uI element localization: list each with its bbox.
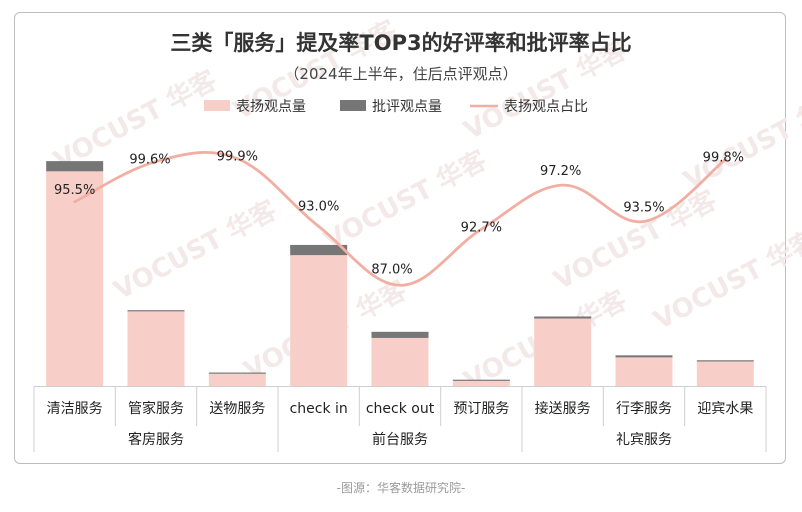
x-tick-label: check in: [290, 401, 348, 417]
line-data-label: 93.0%: [298, 199, 339, 214]
bar-criticism: [534, 316, 592, 319]
line-data-label: 99.6%: [129, 153, 170, 168]
legend: 表扬观点量 批评观点量 表扬观点占比: [204, 99, 588, 115]
bar-praise: [208, 373, 266, 386]
line-data-label: 97.2%: [540, 164, 581, 179]
watermark-text: VOCUST 华客: [679, 84, 802, 196]
x-tick-label: 管家服务: [128, 400, 184, 417]
line-layer: 95.5% 99.6% 99.9% 93.0% 87.0% 92.7% 97.2% 93.5%…: [54, 150, 744, 287]
line-data-label: 93.5%: [623, 200, 664, 215]
bar-praise: [290, 255, 348, 386]
x-tick-label: check out: [366, 401, 435, 417]
watermark-text: VOCUST 华客: [649, 224, 802, 336]
legend-swatch: [340, 100, 366, 111]
line-data-label: 95.5%: [54, 183, 95, 198]
line-data-label: 99.8%: [703, 151, 744, 166]
bar-praise: [46, 171, 104, 386]
legend-label: 表扬观点量: [236, 99, 306, 115]
x-tick-label: 迎宾水果: [697, 401, 753, 417]
x-group-label: 礼宾服务: [616, 432, 672, 448]
x-group-label: 客房服务: [128, 431, 184, 448]
bar-layer: [46, 161, 754, 386]
x-tick-label: 送物服务: [209, 401, 265, 417]
bar-criticism: [208, 372, 266, 374]
chart-subtitle: （2024年上半年，住后点评观点）: [284, 65, 517, 83]
source-note: -图源：华客数据研究院-: [336, 481, 466, 495]
legend-swatch: [204, 100, 230, 111]
line-data-label: 99.9%: [217, 150, 258, 165]
bar-criticism: [615, 355, 673, 358]
bar-criticism: [696, 360, 754, 362]
bar-criticism: [371, 331, 429, 338]
watermark-text: VOCUST 华客: [109, 194, 283, 306]
x-tick-label: 预订服务: [453, 401, 509, 417]
bar-praise: [696, 361, 754, 386]
line-data-label: 87.0%: [371, 262, 412, 277]
x-group-label: 前台服务: [372, 431, 428, 448]
bar-praise: [371, 337, 429, 386]
x-axis: 清洁服务 管家服务 送物服务 check in check out 预订服务 接送服务 行李服…: [33, 386, 767, 452]
bar-praise: [534, 318, 592, 386]
bar-praise: [127, 311, 185, 386]
legend-label: 批评观点量: [372, 99, 442, 115]
bar-criticism: [452, 379, 510, 381]
chart-frame: [14, 12, 786, 464]
x-tick-label: 行李服务: [616, 401, 672, 417]
legend-label: 表扬观点占比: [504, 99, 588, 115]
line-data-label: 92.7%: [461, 220, 502, 235]
x-tick-label: 接送服务: [535, 400, 591, 417]
bar-criticism: [127, 310, 185, 312]
bar-criticism: [46, 161, 104, 172]
x-tick-label: 清洁服务: [47, 401, 103, 417]
chart-title: 三类「服务」提及率TOP3的好评率和批评率占比: [170, 31, 631, 55]
bar-criticism: [290, 244, 348, 256]
bar-praise: [452, 380, 510, 386]
bar-praise: [615, 357, 673, 386]
line-praise-ratio: [73, 150, 727, 287]
